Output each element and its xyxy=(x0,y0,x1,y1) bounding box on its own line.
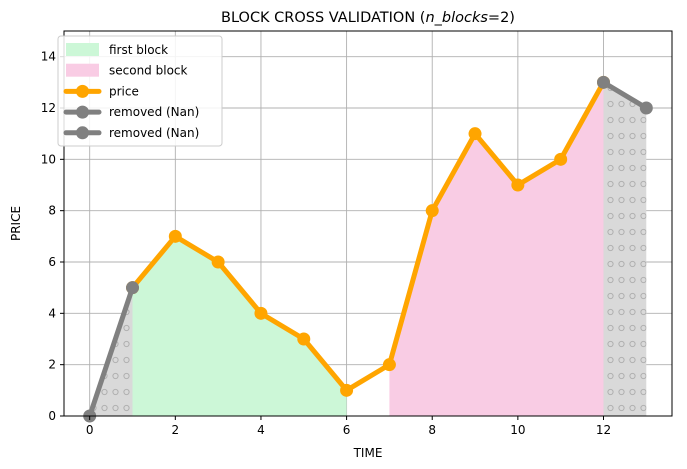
area-first-block xyxy=(132,236,347,416)
legend-box xyxy=(57,35,223,147)
series-line-removed-2 xyxy=(600,79,649,111)
data-point xyxy=(126,281,140,295)
y-tick-label: 0 xyxy=(48,409,56,423)
title-suffix: =2) xyxy=(488,10,515,26)
data-point xyxy=(554,152,568,166)
legend-marker xyxy=(76,84,89,98)
legend-label: removed (Nan) xyxy=(109,126,199,140)
legend-label: removed (Nan) xyxy=(109,105,199,119)
legend-label: price xyxy=(109,84,139,98)
y-axis-label: PRICE xyxy=(9,206,23,241)
legend-swatch xyxy=(66,43,99,56)
x-tick-label: 8 xyxy=(428,423,436,437)
y-tick-label: 4 xyxy=(48,306,56,320)
ticks: 0 2 4 6 8 10 12 0 2 4 6 8 10 12 14 xyxy=(41,50,611,437)
data-point xyxy=(297,332,311,346)
series xyxy=(83,75,653,423)
data-point xyxy=(211,255,225,269)
title-prefix: BLOCK CROSS VALIDATION ( xyxy=(221,10,425,26)
plot-frame xyxy=(63,30,673,417)
x-tick-label: 0 xyxy=(86,423,94,437)
legend-swatch xyxy=(66,63,99,77)
legend-marker xyxy=(76,126,89,140)
x-axis-label: TIME xyxy=(353,446,383,460)
y-tick-label: 14 xyxy=(41,50,56,64)
y-tick-label: 10 xyxy=(41,152,56,166)
y-tick-label: 6 xyxy=(48,255,56,269)
data-point xyxy=(425,204,439,218)
area-removed-end xyxy=(603,82,647,416)
legend-label: second block xyxy=(109,64,188,78)
legend-marker xyxy=(76,105,89,119)
y-tick-label: 8 xyxy=(48,204,56,218)
data-point xyxy=(639,101,653,115)
data-point xyxy=(596,75,610,89)
data-point xyxy=(340,383,354,397)
data-point xyxy=(468,127,482,141)
axes-frame xyxy=(63,30,673,417)
y-tick-label: 2 xyxy=(48,358,56,372)
x-tick-label: 12 xyxy=(596,423,611,437)
chart-title: BLOCK CROSS VALIDATION (n_blocks=2) xyxy=(221,10,515,26)
data-point xyxy=(382,358,396,372)
data-point xyxy=(254,306,268,320)
x-tick-label: 6 xyxy=(343,423,351,437)
data-point xyxy=(168,229,182,243)
x-tick-label: 2 xyxy=(172,423,180,437)
title-italic: n_blocks xyxy=(425,10,488,26)
legend-label: first block xyxy=(109,43,168,57)
y-tick-label: 12 xyxy=(41,101,56,115)
series-line-price xyxy=(130,79,606,393)
series-line-removed-1 xyxy=(87,285,136,419)
x-tick-label: 10 xyxy=(510,423,525,437)
legend: first block second block price removed (Nan… xyxy=(57,35,223,147)
data-point xyxy=(511,178,525,192)
x-tick-label: 4 xyxy=(257,423,265,437)
